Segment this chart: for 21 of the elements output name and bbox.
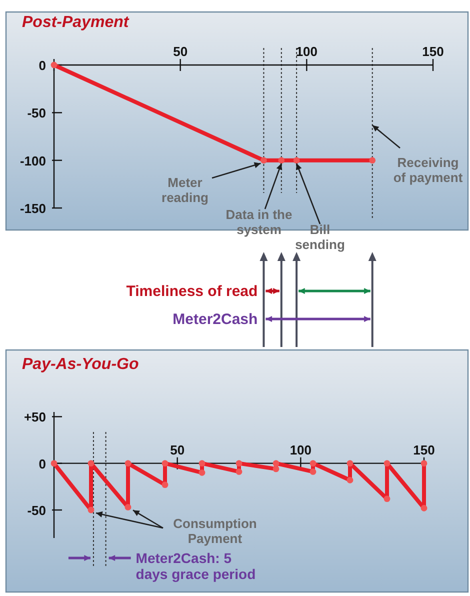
text: Meter2Cash <box>172 311 258 328</box>
x-tick-label: 50 <box>170 442 185 458</box>
annotation: Consumption Payment <box>173 516 257 546</box>
chart-title: Post-Payment <box>22 14 130 31</box>
y-tick-label: -50 <box>27 503 46 518</box>
y-tick-label: -50 <box>27 106 46 121</box>
x-tick-label: 150 <box>422 44 444 59</box>
y-tick-label: 0 <box>38 58 46 73</box>
y-tick-label: +50 <box>24 410 46 425</box>
annotation: Receiving of payment <box>393 155 464 185</box>
text: Meter2Cash: 5 days grace period <box>136 550 256 582</box>
y-tick-label: -150 <box>20 201 46 216</box>
annotation: Meter reading <box>162 175 209 205</box>
chart-title: Pay-As-You-Go <box>22 356 139 373</box>
text: Timeliness of read <box>126 283 258 300</box>
x-tick-label: 100 <box>290 442 312 458</box>
y-tick-label: -100 <box>20 153 46 168</box>
x-tick-label: 50 <box>173 44 188 59</box>
x-tick-label: 100 <box>296 44 318 59</box>
x-tick-label: 150 <box>413 442 435 458</box>
y-tick-label: 0 <box>38 456 46 472</box>
